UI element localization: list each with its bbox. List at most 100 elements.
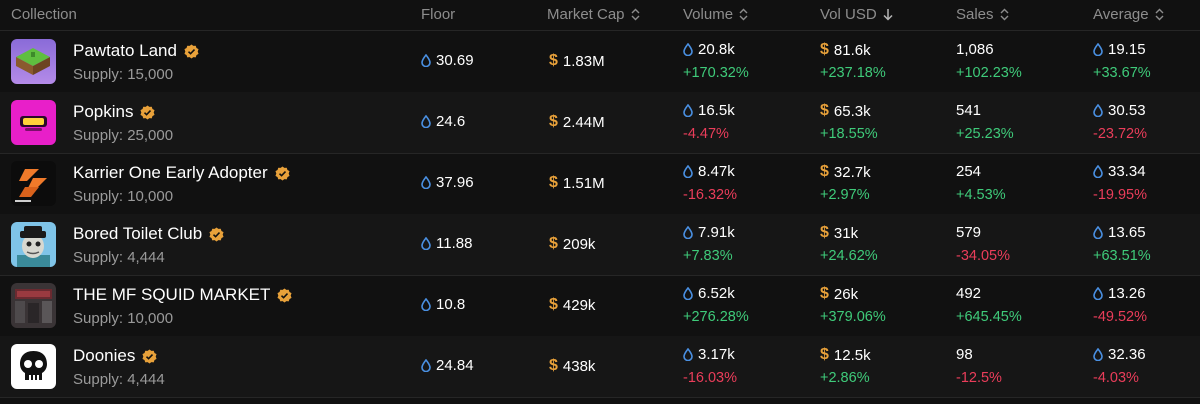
market-cap-value: $ 429k bbox=[549, 296, 596, 314]
sales-column-header[interactable]: Sales bbox=[956, 6, 1009, 23]
vol-usd-change: +2.97% bbox=[820, 187, 870, 203]
volume-change: +170.32% bbox=[683, 65, 749, 81]
sort-icon bbox=[739, 8, 748, 21]
vol-usd-value: $ 26k bbox=[820, 285, 859, 303]
dollar-icon: $ bbox=[549, 52, 558, 69]
volume-change: -16.03% bbox=[683, 370, 738, 386]
sales-value: 492 bbox=[956, 285, 982, 302]
water-drop-icon bbox=[683, 226, 693, 239]
collection-name[interactable]: Pawtato Land bbox=[73, 41, 199, 61]
vol-usd-column-header[interactable]: Vol USD bbox=[820, 6, 893, 23]
water-drop-icon bbox=[421, 115, 431, 128]
water-drop-icon bbox=[421, 237, 431, 250]
dollar-icon: $ bbox=[820, 163, 829, 180]
average-change: -49.52% bbox=[1093, 309, 1148, 325]
collection-image bbox=[11, 39, 56, 84]
floor-value: 37.96 bbox=[421, 174, 474, 191]
average-value: 13.65 bbox=[1093, 224, 1146, 241]
collection-supply: Supply: 25,000 bbox=[73, 127, 174, 144]
sales-value: 254 bbox=[956, 163, 982, 180]
vol-usd-value: $ 12.5k bbox=[820, 346, 871, 364]
verified-badge-icon bbox=[277, 287, 292, 303]
market-cap-value: $ 1.83M bbox=[549, 52, 605, 70]
dollar-icon: $ bbox=[549, 113, 558, 130]
market-cap-value: $ 209k bbox=[549, 235, 596, 253]
collection-name[interactable]: Doonies bbox=[73, 346, 157, 366]
average-column-header[interactable]: Average bbox=[1093, 6, 1164, 23]
vol-usd-value: $ 32.7k bbox=[820, 163, 871, 181]
collection-name[interactable]: Popkins bbox=[73, 102, 156, 122]
table-header: Collection Floor Market Cap Volume Vol U… bbox=[0, 0, 1200, 31]
volume-value: 20.8k bbox=[683, 41, 735, 58]
dollar-icon: $ bbox=[820, 102, 829, 119]
collection-image bbox=[11, 283, 56, 328]
sales-value: 1,086 bbox=[956, 41, 994, 58]
dollar-icon: $ bbox=[549, 235, 558, 252]
water-drop-icon bbox=[683, 43, 693, 56]
water-drop-icon bbox=[683, 104, 693, 117]
average-value: 33.34 bbox=[1093, 163, 1146, 180]
dollar-icon: $ bbox=[820, 41, 829, 58]
market-cap-column-header[interactable]: Market Cap bbox=[547, 6, 640, 23]
sales-change: +25.23% bbox=[956, 126, 1014, 142]
average-change: +63.51% bbox=[1093, 248, 1151, 264]
sales-value: 98 bbox=[956, 346, 973, 363]
collection-image bbox=[11, 161, 56, 206]
volume-column-header[interactable]: Volume bbox=[683, 6, 748, 23]
volume-value: 8.47k bbox=[683, 163, 735, 180]
table-row[interactable]: Popkins Supply: 25,000 24.6 $ 2.44M 16.5… bbox=[0, 92, 1200, 154]
water-drop-icon bbox=[683, 287, 693, 300]
collection-image bbox=[11, 100, 56, 145]
water-drop-icon bbox=[421, 359, 431, 372]
water-drop-icon bbox=[683, 165, 693, 178]
table-row[interactable]: THE MF SQUID MARKET Supply: 10,000 10.8 … bbox=[0, 275, 1200, 337]
average-change: -19.95% bbox=[1093, 187, 1148, 203]
dollar-icon: $ bbox=[820, 285, 829, 302]
average-value: 32.36 bbox=[1093, 346, 1146, 363]
vol-usd-value: $ 31k bbox=[820, 224, 859, 242]
collection-supply: Supply: 4,444 bbox=[73, 371, 165, 388]
collection-supply: Supply: 4,444 bbox=[73, 249, 165, 266]
sales-value: 541 bbox=[956, 102, 982, 119]
collection-column-header: Collection bbox=[11, 6, 77, 23]
floor-column-header[interactable]: Floor bbox=[421, 6, 456, 23]
floor-value: 10.8 bbox=[421, 296, 465, 313]
vol-usd-value: $ 65.3k bbox=[820, 102, 871, 120]
volume-change: -4.47% bbox=[683, 126, 729, 142]
floor-value: 24.84 bbox=[421, 357, 474, 374]
water-drop-icon bbox=[1093, 43, 1103, 56]
sales-value: 579 bbox=[956, 224, 982, 241]
sales-change: -12.5% bbox=[956, 370, 1002, 386]
floor-value: 30.69 bbox=[421, 52, 474, 69]
volume-change: +276.28% bbox=[683, 309, 749, 325]
table-row[interactable]: Karrier One Early Adopter Supply: 10,000… bbox=[0, 153, 1200, 215]
floor-value: 11.88 bbox=[421, 235, 472, 252]
dollar-icon: $ bbox=[549, 357, 558, 374]
table-row[interactable]: Doonies Supply: 4,444 24.84 $ 438k 3.17k… bbox=[0, 336, 1200, 398]
vol-usd-change: +2.86% bbox=[820, 370, 870, 386]
collection-name[interactable]: Karrier One Early Adopter bbox=[73, 163, 290, 183]
average-change: -23.72% bbox=[1093, 126, 1148, 142]
dollar-icon: $ bbox=[549, 296, 558, 313]
water-drop-icon bbox=[421, 176, 431, 189]
table-row[interactable]: Pawtato Land Supply: 15,000 30.69 $ 1.83… bbox=[0, 31, 1200, 93]
water-drop-icon bbox=[683, 348, 693, 361]
verified-badge-icon bbox=[140, 104, 156, 120]
volume-value: 6.52k bbox=[683, 285, 735, 302]
sales-change: +102.23% bbox=[956, 65, 1022, 81]
collection-name[interactable]: THE MF SQUID MARKET bbox=[73, 285, 292, 305]
collection-name[interactable]: Bored Toilet Club bbox=[73, 224, 224, 244]
floor-value: 24.6 bbox=[421, 113, 465, 130]
average-change: -4.03% bbox=[1093, 370, 1139, 386]
water-drop-icon bbox=[1093, 287, 1103, 300]
sort-icon bbox=[1000, 8, 1009, 21]
collection-image bbox=[11, 344, 56, 389]
water-drop-icon bbox=[1093, 104, 1103, 117]
verified-badge-icon bbox=[184, 43, 199, 59]
vol-usd-change: +379.06% bbox=[820, 309, 886, 325]
table-row[interactable]: Bored Toilet Club Supply: 4,444 11.88 $ … bbox=[0, 214, 1200, 276]
market-cap-value: $ 438k bbox=[549, 357, 596, 375]
collection-supply: Supply: 15,000 bbox=[73, 66, 174, 83]
water-drop-icon bbox=[1093, 165, 1103, 178]
